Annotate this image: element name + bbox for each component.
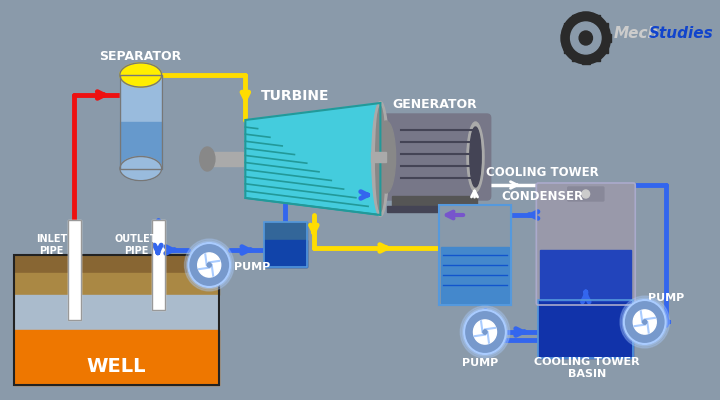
- Circle shape: [184, 239, 234, 291]
- Text: GENERATOR: GENERATOR: [392, 98, 477, 110]
- Circle shape: [643, 320, 647, 324]
- Text: PUMP: PUMP: [462, 358, 498, 368]
- FancyBboxPatch shape: [152, 220, 164, 310]
- Circle shape: [561, 12, 611, 64]
- Circle shape: [474, 320, 497, 344]
- Text: COOLING TOWER: COOLING TOWER: [486, 166, 598, 178]
- Text: SEPARATOR: SEPARATOR: [99, 50, 182, 64]
- FancyBboxPatch shape: [14, 295, 219, 330]
- Circle shape: [622, 298, 667, 346]
- FancyBboxPatch shape: [14, 273, 219, 295]
- Ellipse shape: [120, 156, 162, 181]
- FancyBboxPatch shape: [14, 255, 219, 273]
- FancyBboxPatch shape: [392, 196, 477, 206]
- FancyBboxPatch shape: [582, 56, 590, 64]
- Ellipse shape: [376, 106, 385, 212]
- Circle shape: [579, 31, 593, 45]
- FancyBboxPatch shape: [120, 122, 162, 169]
- Circle shape: [634, 310, 656, 334]
- Circle shape: [464, 310, 506, 354]
- FancyBboxPatch shape: [264, 222, 307, 267]
- FancyBboxPatch shape: [439, 205, 510, 305]
- Ellipse shape: [372, 102, 389, 216]
- Polygon shape: [246, 103, 380, 215]
- Ellipse shape: [467, 122, 484, 192]
- Ellipse shape: [199, 147, 215, 171]
- FancyBboxPatch shape: [593, 53, 600, 61]
- Ellipse shape: [469, 127, 481, 187]
- Circle shape: [186, 241, 232, 289]
- Ellipse shape: [120, 63, 162, 87]
- FancyBboxPatch shape: [593, 15, 600, 23]
- Circle shape: [460, 306, 510, 358]
- FancyBboxPatch shape: [539, 300, 634, 358]
- FancyBboxPatch shape: [120, 75, 162, 169]
- Circle shape: [462, 308, 508, 356]
- FancyBboxPatch shape: [603, 34, 611, 42]
- Ellipse shape: [377, 121, 395, 193]
- FancyBboxPatch shape: [207, 152, 243, 166]
- Circle shape: [624, 300, 666, 344]
- Circle shape: [570, 22, 601, 54]
- Text: PUMP: PUMP: [647, 293, 684, 303]
- Text: COOLING TOWER
BASIN: COOLING TOWER BASIN: [534, 357, 639, 379]
- FancyBboxPatch shape: [561, 34, 569, 42]
- FancyBboxPatch shape: [379, 114, 491, 200]
- FancyBboxPatch shape: [540, 250, 631, 301]
- Text: TURBINE: TURBINE: [261, 89, 329, 103]
- Circle shape: [582, 190, 590, 198]
- FancyBboxPatch shape: [572, 15, 579, 23]
- FancyBboxPatch shape: [572, 53, 579, 61]
- Circle shape: [198, 253, 221, 277]
- FancyBboxPatch shape: [600, 23, 608, 31]
- FancyBboxPatch shape: [564, 23, 572, 31]
- FancyBboxPatch shape: [68, 220, 81, 320]
- FancyBboxPatch shape: [582, 12, 590, 20]
- FancyBboxPatch shape: [371, 152, 386, 162]
- Text: CONDENSER: CONDENSER: [501, 190, 583, 204]
- FancyBboxPatch shape: [387, 206, 482, 212]
- Text: Mech: Mech: [613, 26, 659, 40]
- Text: PUMP: PUMP: [234, 262, 270, 272]
- FancyBboxPatch shape: [564, 45, 572, 53]
- FancyBboxPatch shape: [14, 330, 219, 385]
- Circle shape: [207, 263, 211, 267]
- Text: INLET
PIPE: INLET PIPE: [36, 234, 67, 256]
- Text: OUTLET
PIPE: OUTLET PIPE: [114, 234, 157, 256]
- FancyBboxPatch shape: [264, 240, 307, 267]
- FancyBboxPatch shape: [568, 187, 604, 201]
- FancyBboxPatch shape: [600, 45, 608, 53]
- Text: Studies: Studies: [649, 26, 714, 40]
- Circle shape: [620, 296, 670, 348]
- FancyBboxPatch shape: [536, 183, 635, 305]
- Text: WELL: WELL: [86, 358, 146, 376]
- Circle shape: [483, 330, 487, 334]
- Circle shape: [189, 243, 230, 287]
- FancyBboxPatch shape: [441, 247, 509, 303]
